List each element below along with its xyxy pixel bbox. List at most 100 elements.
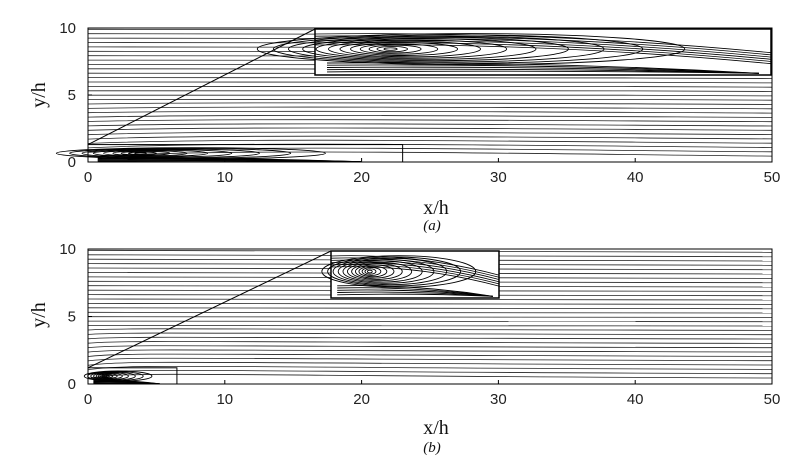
streamline [87,369,773,375]
panel-label-b: (b) [423,440,441,456]
streamline [87,85,773,88]
inset-vortex-b-ring [332,257,448,286]
streamline [87,131,773,136]
inset-vortex-b-ring [337,259,435,284]
streamline [87,357,773,362]
vortex-a-ring [134,152,147,155]
streamline [87,127,773,131]
inset-source-box-a [87,144,404,163]
vortex-a-ring [103,149,209,157]
vortex-a-ring [112,150,188,157]
streamline [87,332,773,336]
inset-vortex-b-ring [347,261,413,282]
streamline [87,302,773,305]
x-tick-label-a: 40 [627,169,644,186]
x-tick-label-b: 40 [627,391,644,408]
inset-vortex-a-ring [376,46,409,53]
streamline [87,263,773,266]
streamline [87,345,773,349]
inset-vortex-b-ring [364,268,377,275]
vortex-b-ring [93,372,129,380]
streamline [87,89,773,92]
vortex-b-ring [100,373,114,379]
streamline [87,151,773,157]
x-axis-label-a: x/h [423,197,449,219]
x-tick-label-a: 20 [353,169,370,186]
y-axis-label-a: y/h [28,82,50,108]
x-tick-label-b: 0 [84,391,92,408]
inset-a [87,28,772,163]
x-tick-label-a: 50 [764,169,781,186]
streamline [87,98,773,101]
inset-vortex-b-ring [366,269,373,274]
panel-b: 0 10 20 30 40 50 0 5 10 x/h y/h (b) [28,241,780,456]
streamline [87,341,773,344]
y-tick-label-a: 10 [59,20,76,37]
inset-vortex-a-ring [350,42,459,56]
vortex-a-ring [127,151,157,155]
inset-vortex-b-tail [337,289,493,297]
y-axis-label-b: y/h [28,302,50,328]
streamline [87,353,773,357]
inset-connector-b [87,250,332,369]
inset-source-box-b [87,367,178,385]
inset-vortex-a-tail [326,62,760,74]
inset-b [87,250,500,385]
inset-vortex-a-ring [327,39,508,59]
streamline [87,365,773,371]
inset-vortex-a-ring [315,38,537,60]
recirculation-zone-a [55,147,362,163]
inset-vortex-b-tail [337,293,493,297]
streamline [87,373,773,379]
streamline [87,81,773,84]
streamline [87,76,773,79]
streamline [87,110,773,114]
streamline [87,328,773,331]
x-tick-label-b: 50 [764,391,781,408]
streamline [87,102,773,105]
y-tick-label-b: 10 [59,241,76,258]
x-tick-label-b: 30 [490,391,507,408]
inset-vortex-b-ring [351,263,403,280]
vortex-a-tail [97,160,362,163]
streamline [87,336,773,340]
y-tick-label-b: 5 [68,309,76,326]
streamline [87,119,773,123]
inset-vortex-b-tail [337,291,493,297]
inset-vortex-a-ring [339,40,482,58]
streamline [87,315,773,318]
panel-label-a: (a) [423,218,441,234]
inset-streamline-b [330,266,500,287]
streamline [87,311,773,314]
streamline [87,254,773,258]
y-tick-label-a: 5 [68,87,76,104]
streamline [87,349,773,353]
streamline [87,267,773,271]
inset-connector-a [87,28,316,146]
streamline [87,115,773,118]
x-tick-label-b: 20 [353,391,370,408]
inset-vortex-a-ring [302,37,569,62]
streamline [87,123,773,127]
inset-vortex-a-tail [326,64,760,74]
inset-vortex-a-ring [256,33,686,65]
y-tick-label-b: 0 [68,376,76,393]
vortex-b-ring [98,373,118,379]
streamline [87,106,773,110]
inset-vortex-b-ring [361,267,382,276]
vortex-a-ring [120,150,171,156]
inset-streamline-b [330,257,500,278]
inset-vortex-a-tail [326,70,760,74]
x-tick-label-b: 10 [216,391,233,408]
ticks-a: 0 10 20 30 40 50 0 5 10 [59,20,780,186]
inset-vortex-b-ring [358,265,388,278]
inset-vortex-a-ring [287,35,605,63]
inset-streamline-a [314,37,772,58]
vortex-a-ring [92,149,233,158]
inset-vortex-a-tail [326,66,760,74]
streamline [87,258,773,262]
x-axis-label-b: x/h [423,417,449,439]
inset-vortex-a-ring [359,43,439,55]
streamline [87,319,773,323]
